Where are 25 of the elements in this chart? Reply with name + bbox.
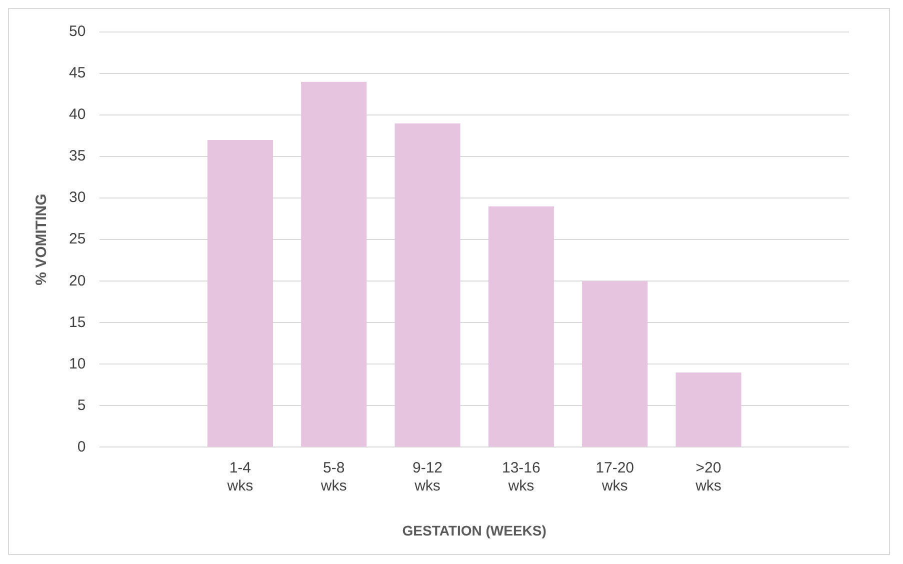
y-tick-label: 10 (68, 355, 86, 372)
bar (676, 372, 742, 447)
y-tick-label: 20 (68, 272, 86, 290)
y-tick-label: 40 (68, 106, 86, 124)
x-tick-label: 13-16 wks (502, 459, 540, 494)
x-tick-label: >20 wks (694, 459, 722, 494)
x-tick-label: 9-12 wks (412, 459, 443, 494)
x-tick-label: 5-8 wks (320, 459, 347, 494)
y-tick-label: 45 (68, 64, 86, 82)
bar (488, 206, 554, 447)
y-axis-title: % VOMITING (33, 194, 50, 286)
y-tick-label: 25 (68, 230, 86, 248)
y-tick-label: 50 (68, 23, 86, 40)
y-tick-label: 15 (68, 314, 86, 331)
y-tick-label: 0 (77, 438, 86, 456)
x-tick-label: 17-20 wks (596, 459, 634, 494)
y-tick-label: 5 (77, 396, 86, 414)
bar (582, 281, 648, 447)
x-tick-label: 1-4 wks (226, 459, 254, 494)
bar (301, 82, 367, 447)
bar (394, 123, 460, 447)
y-tick-label: 30 (68, 189, 86, 206)
x-axis-title: GESTATION (WEEKS) (402, 522, 546, 538)
y-tick-label: 35 (68, 148, 86, 165)
bar (207, 140, 273, 447)
